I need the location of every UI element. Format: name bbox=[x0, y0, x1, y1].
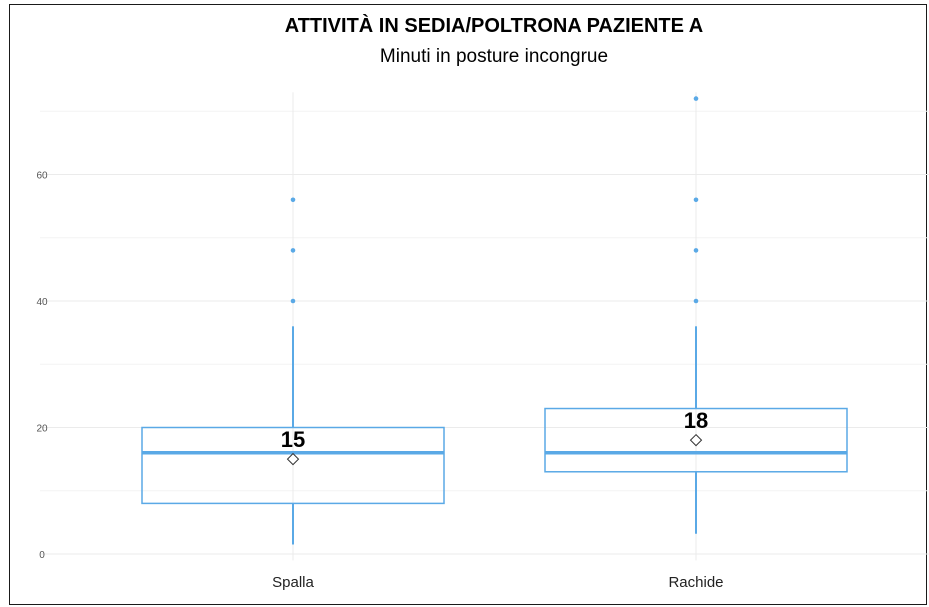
gridlines bbox=[40, 92, 929, 561]
outlier-point bbox=[693, 96, 699, 101]
outlier-point bbox=[693, 197, 699, 203]
mean-label: 18 bbox=[684, 408, 708, 433]
y-tick-label: 20 bbox=[36, 424, 48, 435]
outlier-point bbox=[290, 248, 296, 253]
mean-marker bbox=[286, 452, 300, 466]
y-tick-label: 60 bbox=[36, 171, 48, 182]
outlier-point bbox=[290, 298, 296, 304]
chart-title: ATTIVITÀ IN SEDIA/POLTRONA PAZIENTE A bbox=[285, 14, 704, 37]
outlier-point bbox=[290, 197, 296, 203]
box-iqr bbox=[141, 426, 445, 505]
mean-marker bbox=[689, 433, 703, 447]
mean-label: 15 bbox=[281, 427, 305, 452]
outlier-point bbox=[693, 248, 699, 253]
box-spalla: 15 bbox=[141, 197, 445, 545]
box-iqr bbox=[544, 407, 848, 473]
y-axis-ticks: 0 20 40 60 bbox=[36, 171, 48, 562]
chart-subtitle: Minuti in posture incongrue bbox=[380, 46, 608, 67]
chart-frame bbox=[9, 4, 927, 605]
x-tick-label: Spalla bbox=[272, 574, 314, 591]
x-axis-ticks: Spalla Rachide bbox=[272, 574, 723, 591]
x-tick-label: Rachide bbox=[668, 574, 723, 591]
y-tick-label: 40 bbox=[36, 297, 48, 308]
outlier-point bbox=[693, 298, 699, 304]
box-rachide: 18 bbox=[544, 96, 848, 534]
y-tick-label: 0 bbox=[39, 550, 45, 561]
